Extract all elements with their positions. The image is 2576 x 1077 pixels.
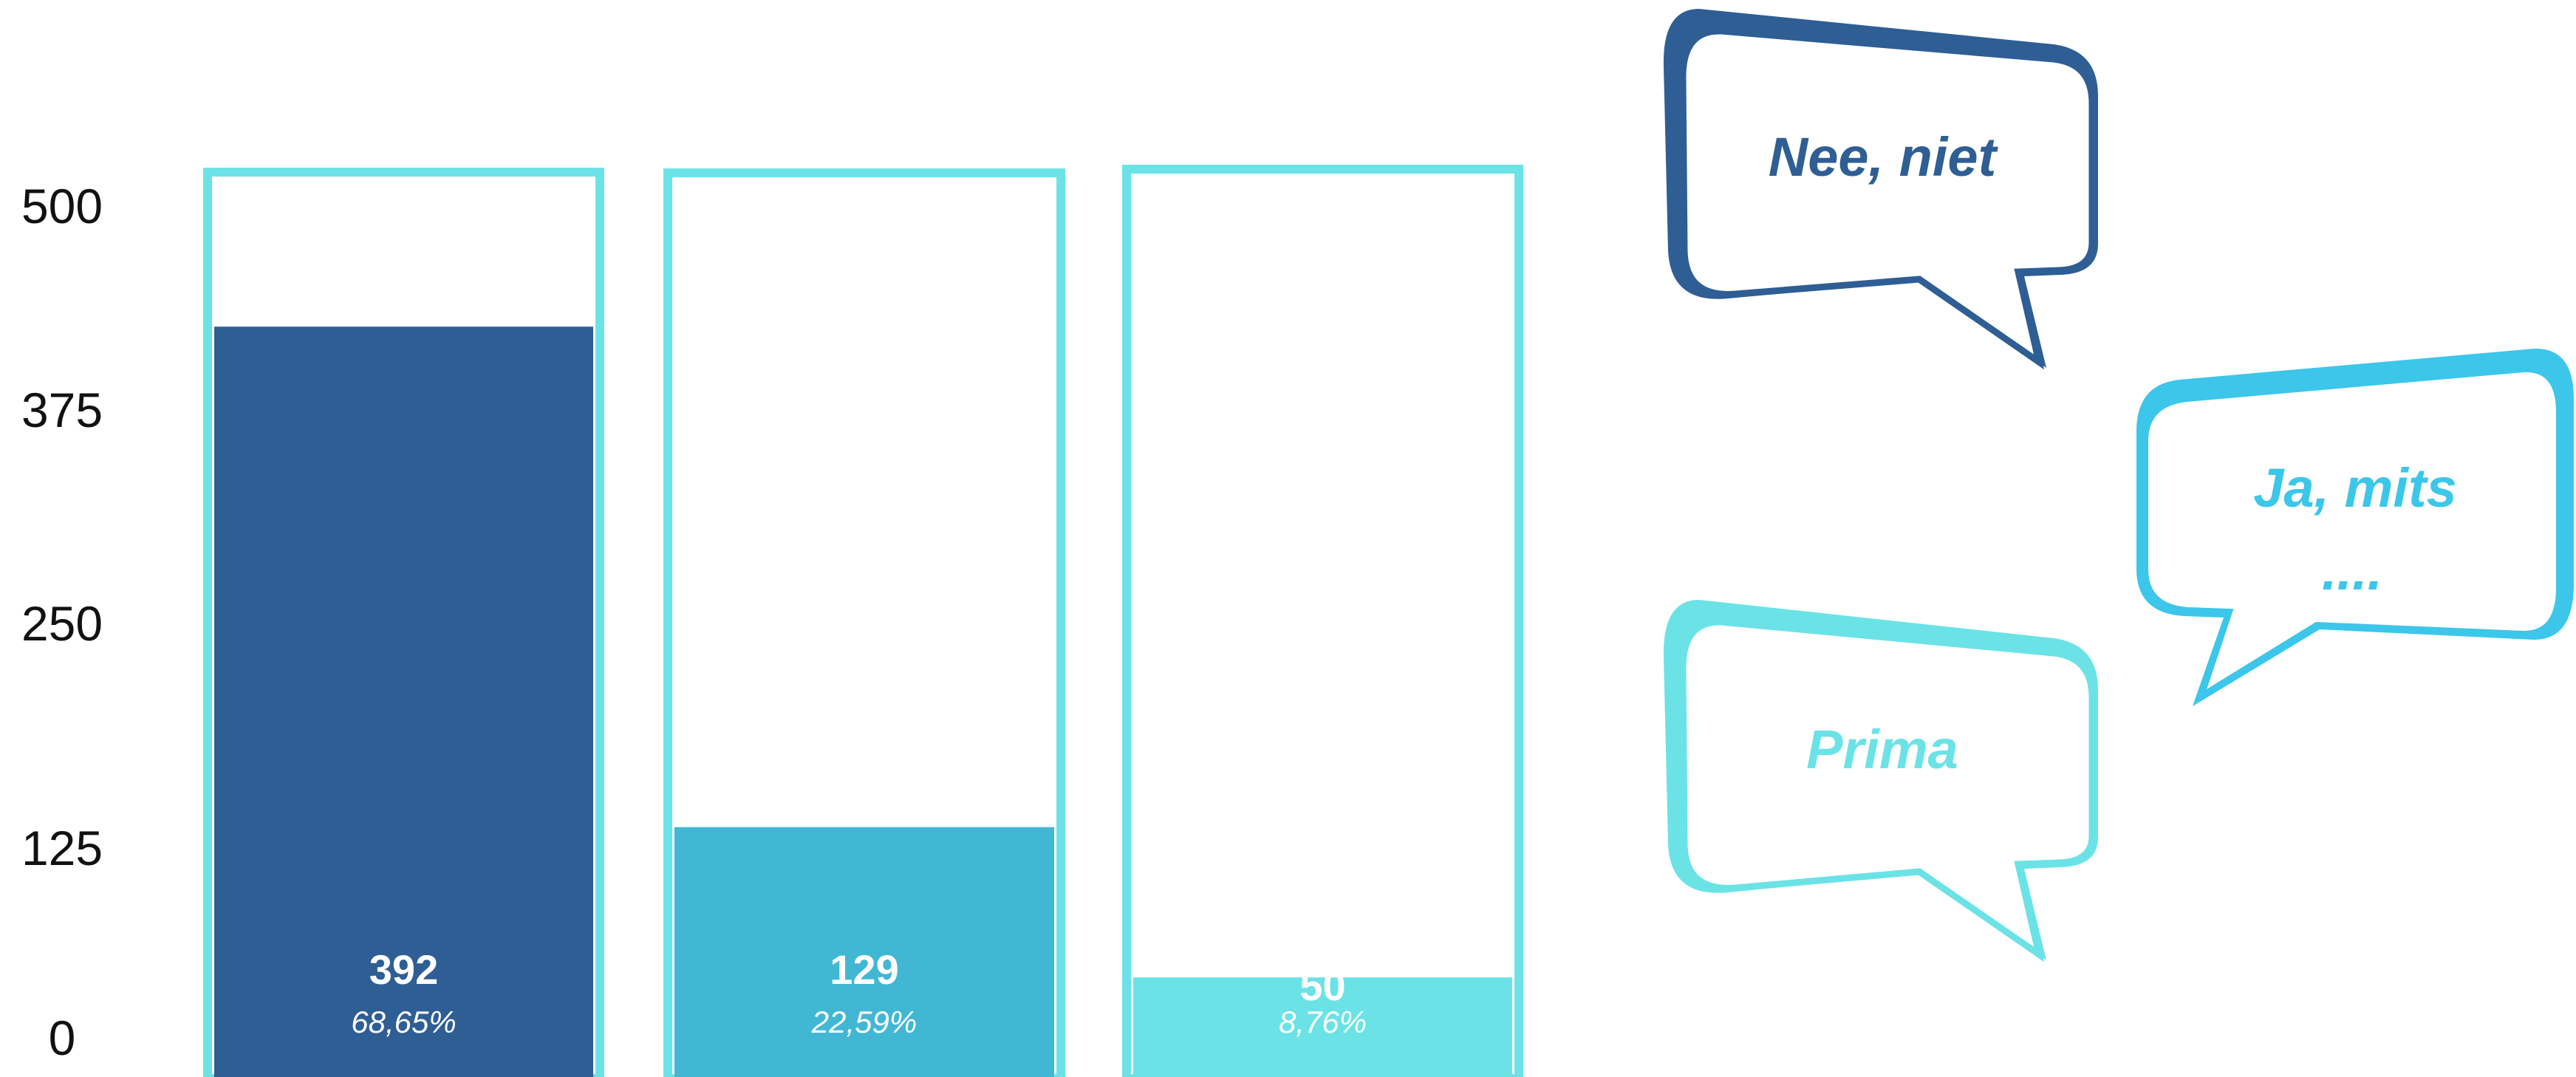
speech-bubble-body — [1679, 618, 2096, 963]
bar-percent-label: 8,76% — [1279, 1005, 1367, 1039]
speech-bubble-body — [2142, 366, 2562, 703]
y-tick-label: 250 — [21, 596, 103, 651]
bar-value-label: 392 — [369, 946, 438, 993]
bars: 392 68,65% 129 22,59% 508,76% — [203, 165, 1523, 1077]
speech-bubble-text-ellipsis: .... — [2322, 540, 2382, 601]
bar-value-label: 50 — [1299, 963, 1345, 1009]
bar-group: 129 22,59% — [663, 168, 1065, 1077]
speech-bubble-ja-mits: Ja, mits .... — [2136, 348, 2574, 706]
bar-percent-label: 68,65% — [351, 1005, 456, 1039]
y-tick-label: 125 — [21, 821, 103, 875]
speech-bubble-prima: Prima — [1663, 600, 2098, 963]
bar-frame — [1122, 165, 1523, 1077]
y-tick-label: 500 — [21, 179, 103, 233]
bar — [674, 827, 1054, 1077]
y-axis: 0 125 250 375 500 — [21, 179, 103, 1065]
bar-value-label: 129 — [830, 946, 898, 993]
speech-bubble-nee-niet: Nee, niet — [1663, 9, 2098, 370]
bar — [1133, 977, 1512, 1077]
speech-bubble-body — [1679, 27, 2096, 370]
y-tick-label: 0 — [49, 1011, 76, 1065]
bar-group: 392 68,65% — [203, 168, 604, 1077]
speech-bubble-text: Prima — [1806, 719, 1958, 780]
bar-group: 508,76% — [1122, 165, 1523, 1077]
speech-bubble-text: Ja, mits — [2253, 457, 2457, 519]
speech-bubble-text: Nee, niet — [1769, 126, 1999, 188]
bar — [214, 326, 593, 1077]
y-tick-label: 375 — [21, 383, 103, 437]
bar-percent-label: 22,59% — [811, 1005, 917, 1039]
